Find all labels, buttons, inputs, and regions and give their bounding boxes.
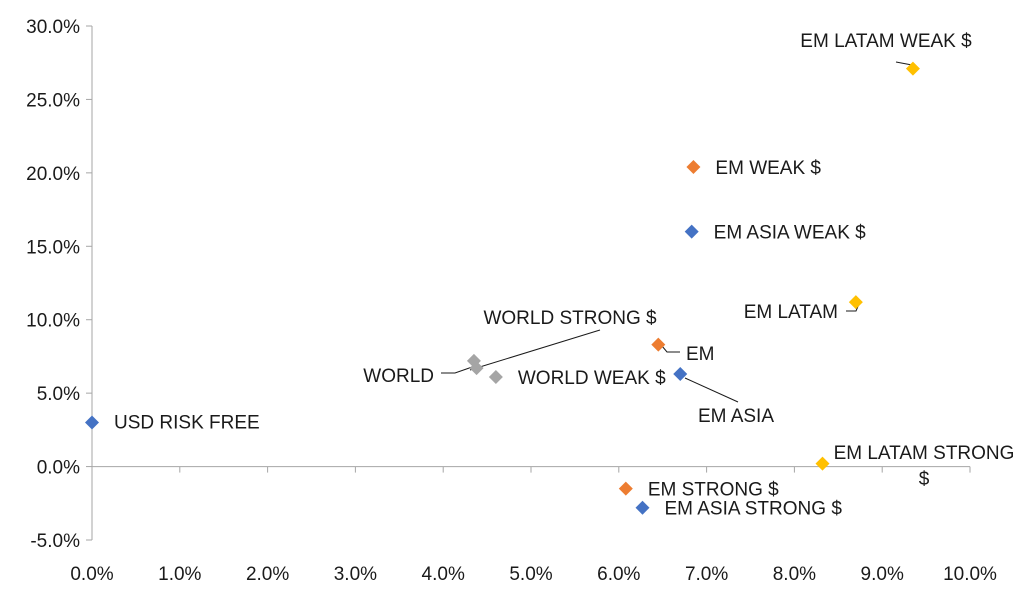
data-label: EM ASIA WEAK $	[714, 223, 866, 244]
data-label: EM LATAM WEAK $	[800, 31, 972, 52]
point-em-asia	[673, 367, 688, 382]
x-tick-label: 7.0%	[685, 564, 728, 585]
x-tick-label: 5.0%	[509, 564, 552, 585]
data-label: WORLD	[363, 366, 434, 387]
x-tick-label: 4.0%	[422, 564, 465, 585]
point-em-strong	[618, 481, 633, 496]
x-tick-label: 6.0%	[597, 564, 640, 585]
data-label: WORLD STRONG $	[483, 308, 657, 329]
data-label: USD RISK FREE	[114, 413, 260, 434]
point-world-weak	[488, 369, 503, 384]
y-tick-label: 15.0%	[26, 237, 80, 258]
x-tick-label: 1.0%	[158, 564, 201, 585]
y-tick-label: -5.0%	[30, 531, 80, 552]
y-tick-label: 20.0%	[26, 164, 80, 185]
data-label: EM LATAM	[744, 302, 838, 323]
point-em-latam-strong	[815, 456, 830, 471]
data-label: EM ASIA STRONG $	[665, 499, 843, 520]
point-em-latam	[848, 295, 863, 310]
y-tick-label: 30.0%	[26, 17, 80, 38]
data-label: WORLD WEAK $	[518, 368, 666, 389]
y-tick-label: 25.0%	[26, 90, 80, 111]
leader-line	[469, 329, 601, 371]
data-label: EM WEAK $	[715, 158, 821, 179]
leader-line	[441, 365, 476, 374]
x-tick-label: 3.0%	[334, 564, 377, 585]
y-tick-label: 10.0%	[26, 311, 80, 332]
x-tick-label: 8.0%	[773, 564, 816, 585]
leader-line	[684, 377, 739, 403]
leader-line	[895, 61, 913, 66]
point-em-latam-weak	[905, 61, 920, 76]
data-label: EM LATAM STRONG $	[834, 443, 1015, 490]
point-em	[651, 337, 666, 352]
x-tick-label: 9.0%	[861, 564, 904, 585]
axes: -5.0% 0.0% 5.0% 10.0% 15.0% 20.0% 25.0% 30.0% 0.…	[26, 17, 997, 585]
x-tick-label: 0.0%	[70, 564, 113, 585]
data-labels: USD RISK FREE WORLD STRONG $ WORLD WORLD WE…	[114, 31, 1014, 520]
x-tick-label: 10.0%	[943, 564, 997, 585]
x-tick-label: 2.0%	[246, 564, 289, 585]
data-label: EM	[686, 344, 715, 365]
data-points	[85, 61, 920, 515]
point-em-weak	[686, 159, 701, 174]
point-em-asia-weak	[684, 224, 699, 239]
point-world	[469, 361, 484, 376]
data-label: EM ASIA	[698, 406, 774, 427]
y-tick-label: 0.0%	[37, 458, 80, 479]
leader-line	[661, 345, 680, 353]
point-usd-risk-free	[85, 415, 99, 430]
point-em-asia-strong	[635, 500, 650, 515]
data-label: EM STRONG $	[648, 480, 779, 501]
y-tick-label: 5.0%	[37, 384, 80, 405]
